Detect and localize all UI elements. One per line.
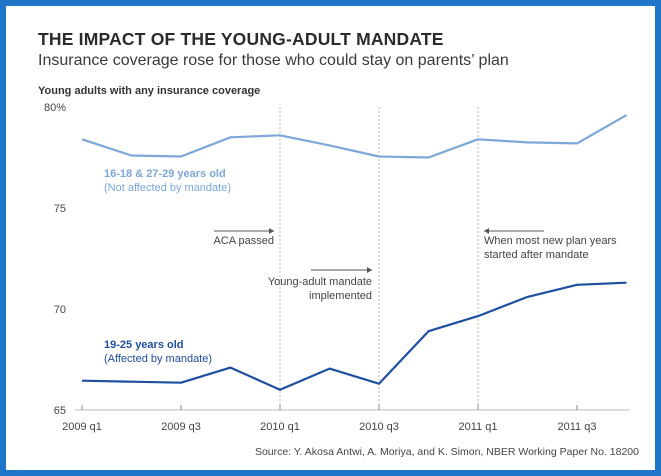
x-tick-label: 2009 q3: [161, 421, 201, 433]
x-tick-label: 2011 q3: [558, 421, 597, 433]
series-line: [81, 281, 627, 391]
annotation-text: ACA passed: [213, 235, 274, 247]
y-tick-label: 80%: [44, 102, 66, 114]
series-name-label: 19-25 years old: [104, 339, 184, 351]
source-note: Source: Y. Akosa Antwi, A. Moriya, and K…: [254, 446, 639, 458]
x-tick-label: 2010 q1: [260, 421, 300, 433]
series-note-label: (Affected by mandate): [104, 353, 212, 365]
annotation-text: When most new plan years: [484, 235, 617, 247]
y-tick-label: 65: [54, 405, 66, 417]
x-tick-label: 2010 q3: [359, 421, 399, 433]
x-tick-label: 2011 q1: [459, 421, 498, 433]
annotation-arrowhead: [484, 228, 489, 234]
y-tick-label: 75: [54, 203, 66, 215]
chart-subtitle: Insurance coverage rose for those who co…: [38, 52, 509, 69]
annotation-arrowhead: [367, 267, 372, 273]
annotation-arrowhead: [269, 228, 274, 234]
annotation-text: started after mandate: [484, 249, 589, 261]
chart-title: THE IMPACT OF THE YOUNG-ADULT MANDATE: [38, 29, 444, 49]
series-note-label: (Not affected by mandate): [104, 182, 231, 194]
x-tick-label: 2009 q1: [62, 421, 102, 433]
annotation-text: Young-adult mandate: [268, 276, 372, 288]
series-name-label: 16-18 & 27-29 years old: [104, 168, 226, 180]
y-axis-label: Young adults with any insurance coverage: [38, 85, 261, 97]
series-line: [81, 114, 628, 159]
annotation-text: implemented: [309, 290, 372, 302]
y-tick-label: 70: [54, 304, 66, 316]
